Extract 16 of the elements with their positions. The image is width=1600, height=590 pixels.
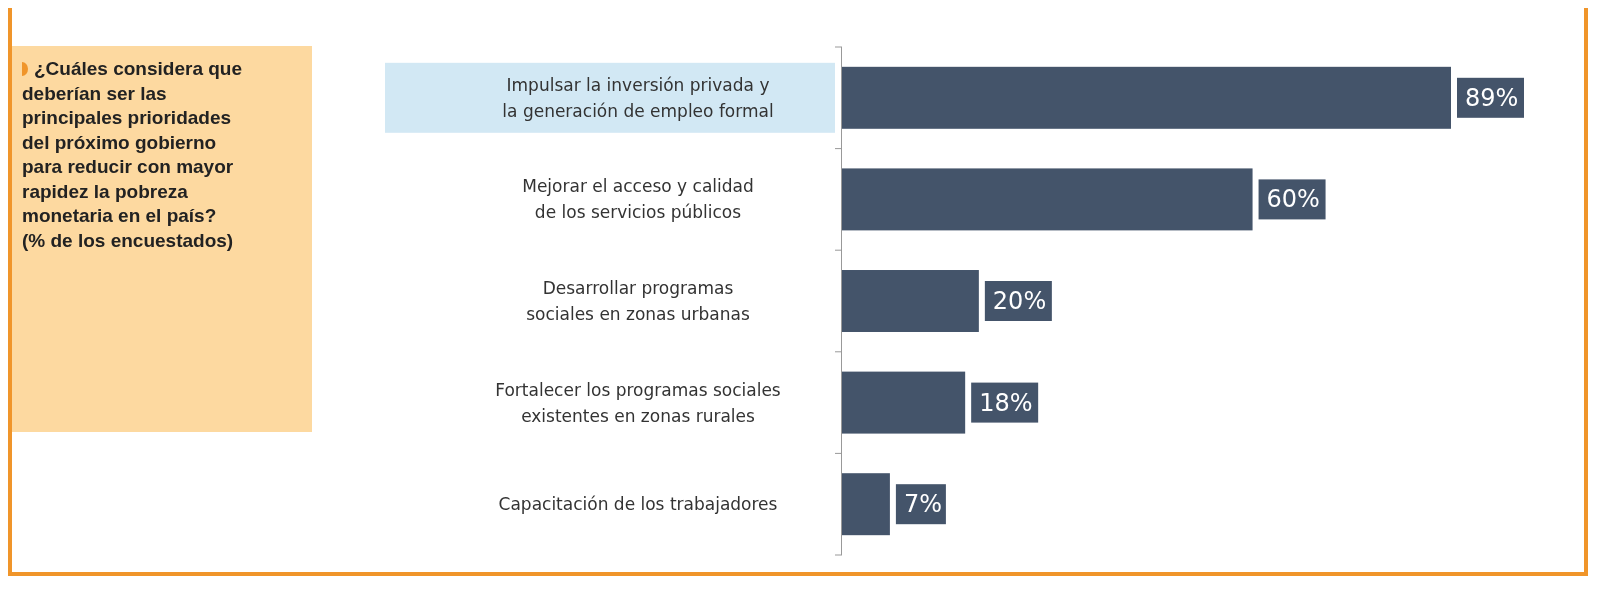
- bar: [842, 371, 966, 434]
- data-label: 60%: [1266, 185, 1320, 214]
- data-label: 18%: [979, 388, 1033, 417]
- y-tick-label: Desarrollar programas sociales en zonas urbanas: [526, 278, 750, 324]
- bar: [842, 66, 1451, 129]
- data-label: 7%: [903, 490, 942, 519]
- data-label: 89%: [1465, 83, 1519, 112]
- text: ¿Cuáles considera que deberían ser las principales prioridades del próximo gobierno para reducir con mayor rapidez la pobreza monetaria en el país? (% de los encuestados): [22, 58, 243, 251]
- y-tick-label: Fortalecer los programas sociales existentes en zonas rurales: [495, 379, 781, 426]
- bar: [842, 473, 890, 536]
- y-tick-label: Mejorar el acceso y calidad de los servicios públicos: [522, 176, 754, 223]
- bar: [842, 168, 1253, 231]
- bar: [842, 270, 979, 332]
- data-label: 20%: [992, 287, 1047, 315]
- y-tick-label: Impulsar la inversión privada y la generación de empleo formal: [502, 74, 774, 121]
- y-tick-label: Capacitación de los trabajadores: [498, 494, 778, 515]
